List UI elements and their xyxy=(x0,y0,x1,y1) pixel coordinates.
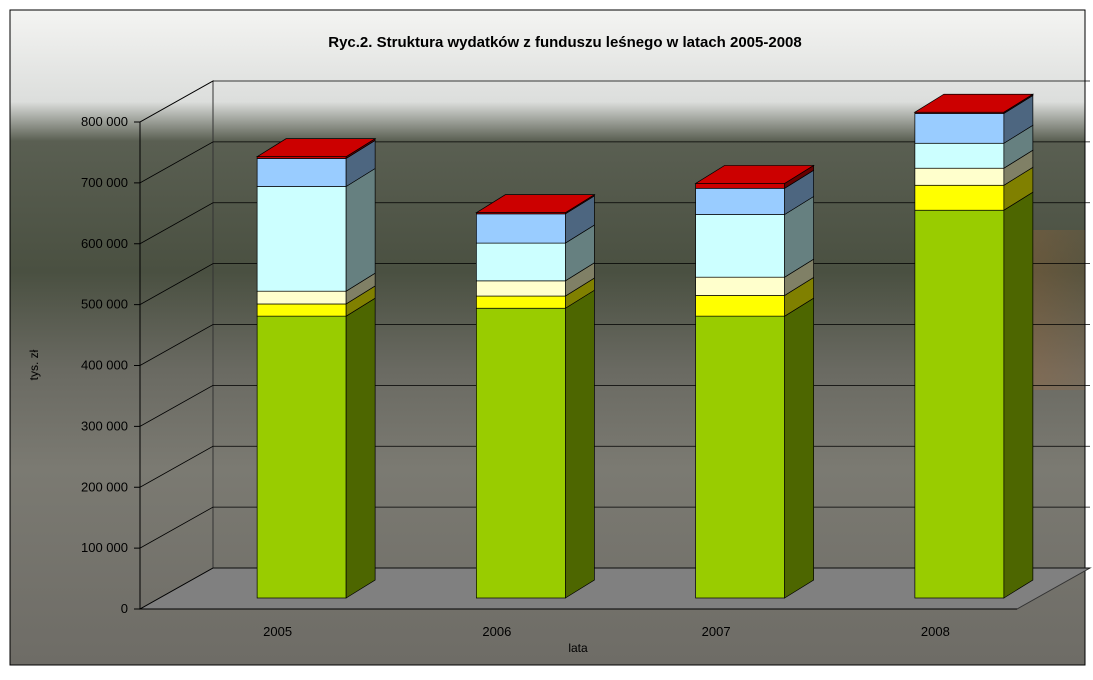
y-axis-label: tys. zł xyxy=(27,349,41,380)
bar-segment xyxy=(257,291,346,304)
y-tick-label: 800 000 xyxy=(81,114,128,129)
bar-side xyxy=(565,290,594,598)
page: {"chart_data": {"type": "bar3d_stacked",… xyxy=(0,0,1093,680)
bar-segment xyxy=(257,158,346,186)
y-tick-label: 400 000 xyxy=(81,358,128,373)
x-tick-label: 2008 xyxy=(921,624,950,639)
bar-segment xyxy=(696,277,785,295)
bar-side xyxy=(346,298,375,598)
bar-segment xyxy=(476,281,565,296)
y-tick-label: 600 000 xyxy=(81,236,128,251)
bar-side xyxy=(1004,192,1033,598)
bar-segment xyxy=(915,210,1004,598)
bar-segment xyxy=(476,214,565,243)
y-tick-label: 100 000 xyxy=(81,540,128,555)
bar-segment xyxy=(257,316,346,598)
bar-segment xyxy=(696,188,785,214)
bar-side xyxy=(785,298,814,598)
bar-segment xyxy=(476,308,565,598)
x-tick-label: 2005 xyxy=(263,624,292,639)
bar-segment xyxy=(696,316,785,598)
bar-segment xyxy=(257,304,346,316)
bar-segment xyxy=(915,113,1004,143)
x-axis-label: lata xyxy=(568,641,588,655)
bar-segment xyxy=(915,143,1004,168)
chart-title: Ryc.2. Struktura wydatków z funduszu leś… xyxy=(328,34,801,51)
y-tick-label: 0 xyxy=(121,601,128,616)
y-tick-label: 500 000 xyxy=(81,297,128,312)
bar-segment xyxy=(476,243,565,281)
y-tick-label: 200 000 xyxy=(81,479,128,494)
bar-segment xyxy=(915,185,1004,210)
y-tick-label: 300 000 xyxy=(81,418,128,433)
bar-segment xyxy=(696,295,785,316)
bar-segment xyxy=(257,186,346,291)
bar-side xyxy=(346,168,375,291)
x-tick-label: 2007 xyxy=(702,624,731,639)
bar-segment xyxy=(696,214,785,277)
chart: Ryc.2. Struktura wydatków z funduszu leś… xyxy=(0,0,1093,675)
y-tick-label: 700 000 xyxy=(81,175,128,190)
bar-segment xyxy=(476,296,565,308)
bar-segment xyxy=(696,183,785,188)
bar-segment xyxy=(915,168,1004,185)
x-tick-label: 2006 xyxy=(482,624,511,639)
